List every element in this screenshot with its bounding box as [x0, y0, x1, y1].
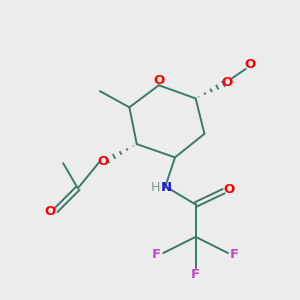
- Text: F: F: [230, 248, 239, 261]
- Text: F: F: [152, 248, 161, 261]
- Text: O: O: [45, 205, 56, 218]
- Text: O: O: [223, 183, 235, 196]
- Text: O: O: [221, 76, 232, 89]
- Text: F: F: [191, 268, 200, 281]
- Text: O: O: [244, 58, 256, 71]
- Text: O: O: [97, 155, 109, 168]
- Text: N: N: [161, 181, 172, 194]
- Text: O: O: [153, 74, 164, 87]
- Text: H: H: [151, 181, 160, 194]
